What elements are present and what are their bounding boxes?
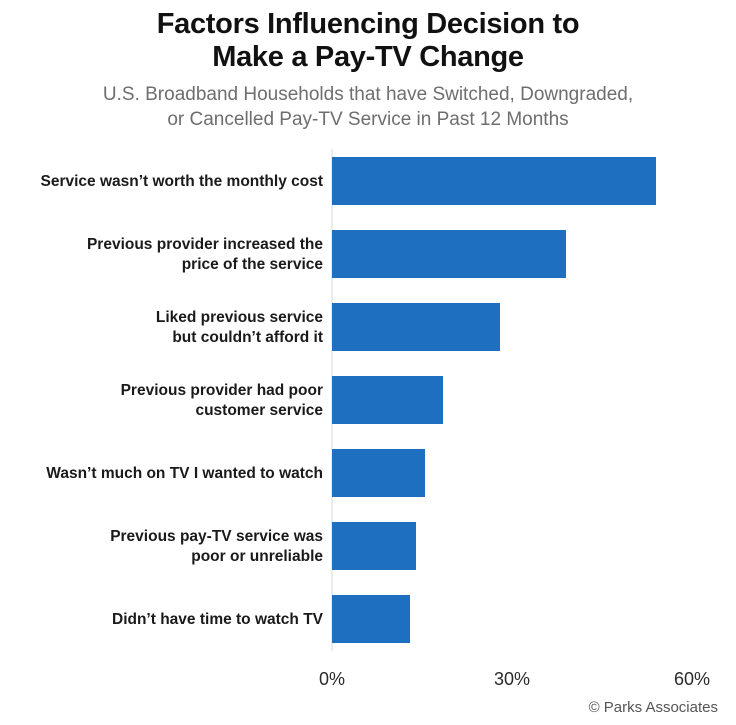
category-label-3: Liked previous service but couldn’t affor… [156, 309, 324, 346]
bar-6 [332, 522, 416, 570]
category-label-7: Didn’t have time to watch TV [112, 611, 324, 628]
x-tick-label-3: 60% [674, 669, 710, 689]
chart-title-line-1: Factors Influencing Decision to [156, 8, 580, 40]
category-label-1: Service wasn’t worth the monthly cost [40, 173, 323, 190]
chart-subtitle-line-2: or Cancelled Pay-TV Service in Past 12 M… [167, 109, 569, 130]
bar-4 [332, 376, 443, 424]
x-tick-label-2: 30% [494, 669, 530, 689]
chart-subtitle-line-1: U.S. Broadband Households that have Swit… [102, 84, 634, 105]
bar-3 [332, 303, 500, 351]
bar-2 [332, 230, 566, 278]
chart-title-line-2: Make a Pay-TV Change [212, 41, 524, 73]
category-label-4: Previous provider had poor customer servi… [121, 382, 324, 419]
category-label-2: Previous provider increased the price of … [87, 236, 323, 273]
bar-5 [332, 449, 425, 497]
source-credit: © Parks Associates [588, 699, 718, 716]
category-label-5: Wasn’t much on TV I wanted to watch [46, 465, 323, 482]
bar-7 [332, 595, 410, 643]
bar-1 [332, 157, 656, 205]
x-tick-label-1: 0% [319, 669, 345, 689]
category-label-6: Previous pay-TV service was poor or unrel… [110, 528, 323, 565]
